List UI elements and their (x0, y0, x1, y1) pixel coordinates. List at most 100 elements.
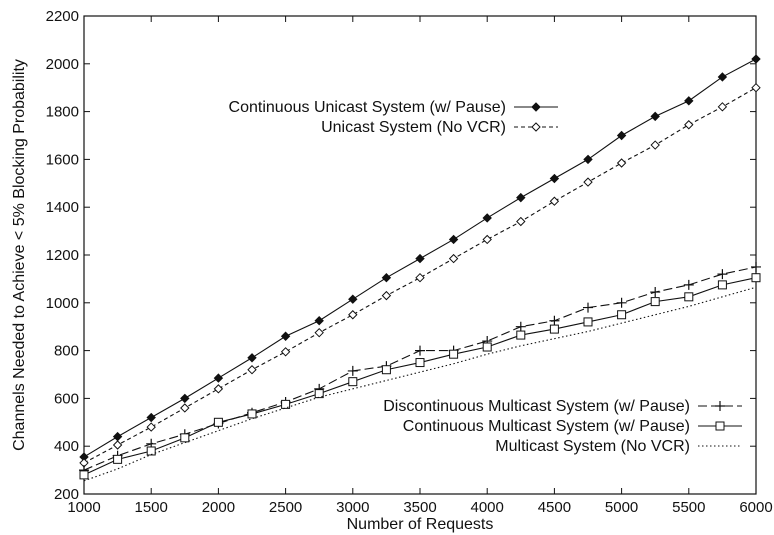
data-point (415, 272, 425, 283)
data-point (717, 102, 728, 112)
x-axis-title: Number of Requests (347, 516, 494, 533)
data-point (583, 302, 593, 313)
data-point (112, 431, 123, 442)
data-point (549, 196, 560, 206)
data-point (415, 253, 425, 264)
data-point (616, 297, 627, 308)
data-point (146, 412, 156, 423)
data-point (482, 342, 492, 352)
data-point (449, 349, 459, 359)
data-point (516, 192, 526, 203)
data-point (549, 324, 559, 334)
data-point (180, 433, 190, 443)
data-point (516, 330, 526, 340)
data-point (348, 310, 358, 320)
data-point (314, 316, 324, 326)
data-point (531, 122, 541, 132)
data-point (314, 327, 324, 338)
data-point (415, 345, 425, 356)
data-point (281, 399, 291, 409)
data-point (348, 377, 358, 387)
x-tick-label: 2000 (202, 499, 235, 516)
data-point (583, 317, 593, 327)
data-point (751, 261, 761, 272)
legend-label: Continuous Unicast System (w/ Pause) (229, 99, 506, 116)
y-tick-label: 1600 (46, 151, 79, 168)
data-point (650, 111, 660, 122)
data-point (381, 290, 392, 301)
data-point (751, 82, 761, 93)
data-point (213, 417, 223, 427)
data-point (715, 421, 725, 431)
x-tick-label: 4000 (471, 499, 504, 516)
data-point (146, 422, 156, 432)
y-tick-label: 800 (54, 343, 79, 360)
data-point (381, 272, 392, 283)
data-point (113, 454, 123, 464)
x-tick-label: 3000 (336, 499, 369, 516)
data-point (650, 287, 661, 298)
legend-label: Multicast System (No VCR) (495, 438, 690, 455)
series-4 (83, 286, 757, 482)
data-point (482, 234, 492, 245)
data-point (684, 292, 694, 302)
series-3 (79, 273, 761, 480)
data-point (616, 158, 627, 168)
data-point (381, 365, 391, 375)
data-point (617, 310, 627, 320)
x-tick-label: 6000 (739, 499, 772, 516)
y-tick-label: 1200 (46, 247, 79, 264)
data-point (415, 358, 425, 368)
data-point (314, 389, 324, 399)
data-point (549, 173, 560, 184)
y-tick-label: 2200 (46, 8, 79, 25)
data-point (650, 297, 660, 307)
data-point (448, 234, 459, 245)
data-point (717, 72, 728, 82)
x-tick-label: 5000 (605, 499, 638, 516)
data-point (616, 130, 627, 141)
series-line (83, 286, 757, 482)
y-axis-title: Channels Needed to Achieve < 5% Blocking… (11, 59, 28, 451)
data-point (213, 373, 224, 383)
y-tick-label: 200 (54, 486, 79, 503)
data-point (531, 102, 541, 112)
data-point (715, 401, 725, 411)
x-tick-label: 2500 (269, 499, 302, 516)
data-point (347, 365, 358, 376)
series-layer (79, 54, 761, 482)
data-point (683, 279, 694, 290)
data-point (247, 353, 257, 363)
data-point (751, 273, 761, 283)
data-point (549, 315, 560, 326)
data-point (280, 347, 291, 357)
data-point (213, 384, 224, 394)
data-point (112, 440, 123, 450)
x-tick-label: 1000 (67, 499, 100, 516)
data-point (247, 409, 257, 419)
y-tick-label: 2000 (46, 56, 79, 73)
data-point (717, 269, 728, 280)
x-tick-label: 1500 (135, 499, 168, 516)
data-point (684, 120, 694, 130)
legend-multicast: Discontinuous Multicast System (w/ Pause… (383, 398, 742, 455)
data-point (583, 154, 593, 165)
legend-label: Discontinuous Multicast System (w/ Pause… (383, 398, 690, 415)
legend-unicast: Continuous Unicast System (w/ Pause) Unic… (229, 99, 558, 136)
data-point (717, 280, 727, 290)
y-tick-label: 600 (54, 390, 79, 407)
legend-label: Unicast System (No VCR) (321, 119, 506, 136)
data-point (583, 177, 593, 187)
data-point (448, 253, 459, 264)
data-point (482, 213, 492, 223)
y-tick-label: 1000 (46, 295, 79, 312)
data-point (180, 403, 190, 413)
data-point (684, 96, 694, 106)
data-point (516, 216, 526, 227)
series-line (83, 87, 757, 464)
y-tick-label: 1800 (46, 104, 79, 121)
data-point (650, 140, 660, 150)
data-point (515, 321, 526, 332)
x-tick-label: 3500 (403, 499, 436, 516)
